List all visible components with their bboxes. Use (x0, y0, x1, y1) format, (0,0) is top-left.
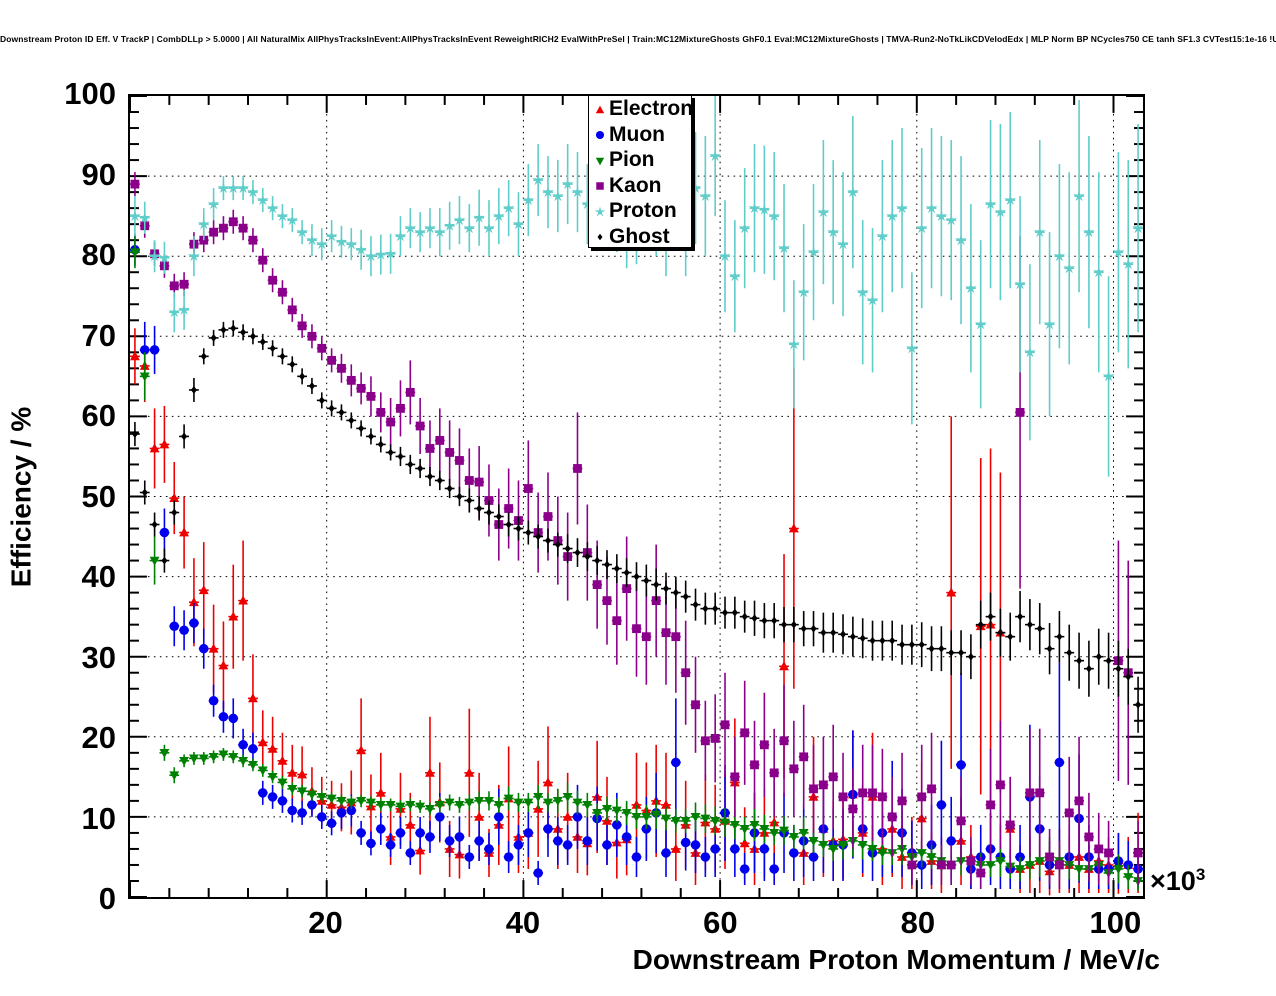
x-axis-exponent: ×103 (1150, 865, 1206, 896)
star-icon (592, 201, 608, 221)
legend-item-kaon: Kaon (589, 173, 691, 199)
legend-item-proton: Proton (589, 198, 691, 224)
y-tick-label: 30 (81, 639, 116, 675)
y-axis-title: Efficiency / % (5, 406, 37, 587)
y-tick-label: 50 (81, 478, 116, 514)
x-tick-label: 100 (1089, 905, 1142, 940)
legend-label: Pion (609, 148, 655, 172)
data-points (130, 96, 1143, 896)
triangle-down-icon (592, 150, 608, 170)
legend-item-muon: Muon (589, 122, 691, 148)
x-tick-label: 80 (900, 905, 936, 940)
y-tick-label: 0 (98, 881, 116, 916)
y-tick-label: 70 (81, 317, 116, 353)
legend-item-ghost: Ghost (589, 224, 691, 250)
square-icon (592, 175, 608, 195)
circle-icon (592, 124, 608, 144)
legend-label: Electron (609, 97, 694, 121)
y-tick-label: 100 (64, 76, 116, 111)
legend-item-pion: Pion (589, 147, 691, 173)
legend-label: Muon (609, 122, 665, 146)
triangle-up-icon (592, 99, 608, 119)
legend-item-electron: Electron (589, 96, 694, 122)
x-axis-title: Downstream Proton Momentum / MeV/c (632, 944, 1160, 975)
y-tick-label: 10 (81, 800, 116, 836)
y-tick-label: 40 (81, 559, 116, 594)
series-proton (130, 96, 1143, 477)
y-tick-label: 90 (81, 156, 116, 192)
y-tick-label: 80 (81, 237, 116, 272)
legend-label: Kaon (609, 173, 662, 197)
y-tick-label: 20 (81, 720, 116, 755)
diamond-icon (592, 226, 608, 246)
x-tick-label: 20 (308, 905, 343, 940)
legend: Electron Muon Pion Kaon Proton Ghost (588, 95, 694, 250)
x-tick-label: 60 (703, 905, 738, 940)
y-tick-label: 60 (81, 398, 116, 433)
x-tick-label: 40 (505, 905, 541, 940)
plot-title: Downstream Proton ID Eff. V TrackP | Com… (0, 34, 1276, 44)
legend-label: Ghost (609, 224, 670, 248)
legend-label: Proton (609, 199, 677, 223)
